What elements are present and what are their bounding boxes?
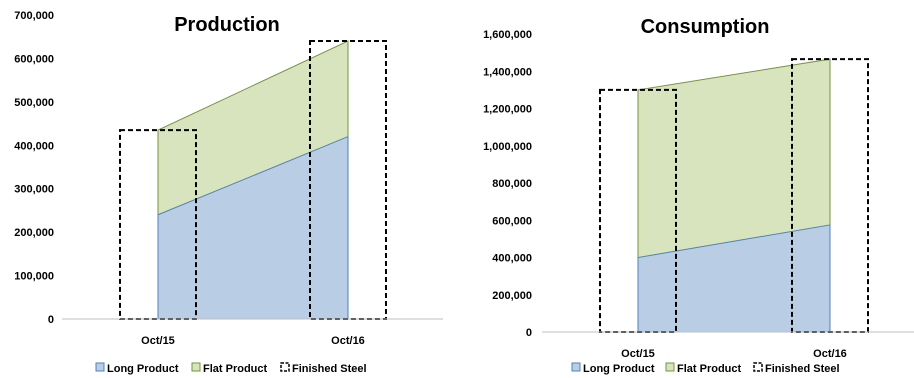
legend-label: Long Product	[583, 363, 655, 375]
y-tick-label: 700,000	[14, 10, 54, 22]
flat-product-outline	[157, 40, 349, 215]
y-tick-label: 1,200,000	[483, 104, 532, 116]
finished-steel-bar	[309, 40, 387, 321]
long-product-area	[158, 136, 348, 319]
legend-label: Flat Product	[203, 363, 268, 375]
legend-label: Finished Steel	[765, 363, 840, 375]
x-tick-label: Oct/15	[621, 348, 655, 360]
y-tick-label: 600,000	[492, 215, 532, 227]
legend-label: Flat Product	[677, 363, 742, 375]
long-product-outline	[157, 135, 349, 319]
consumption-legend: Long Product Flat Product Finished Steel	[571, 362, 840, 375]
finished-steel-bar	[119, 129, 197, 320]
y-tick-label: 100,000	[14, 271, 54, 283]
consumption-chart: Consumption 0 200,000 400,000 600,000 800,00…	[483, 16, 914, 375]
flat-product-outline	[637, 58, 831, 258]
y-tick-label: 200,000	[492, 290, 532, 302]
legend-swatch-steel	[753, 362, 763, 372]
production-chart: Production 0 100,000 200,000 300,000 400,000…	[14, 10, 443, 375]
legend-label: Long Product	[107, 363, 179, 375]
legend-swatch-long	[571, 362, 581, 372]
y-tick-label: 400,000	[14, 140, 54, 152]
x-tick-label: Oct/15	[141, 335, 175, 347]
consumption-plot: 0 200,000 400,000 600,000 800,000 1,000,000 1,…	[483, 29, 914, 360]
y-tick-label: 1,400,000	[483, 66, 532, 78]
y-tick-label: 600,000	[14, 53, 54, 65]
y-tick-label: 1,000,000	[483, 141, 532, 153]
y-tick-label: 500,000	[14, 97, 54, 109]
legend-swatch-long	[95, 362, 105, 372]
production-legend: Long Product Flat Product Finished Steel	[95, 362, 367, 375]
y-tick-label: 1,600,000	[483, 29, 532, 41]
y-tick-label: 400,000	[492, 253, 532, 265]
y-tick-label: 200,000	[14, 227, 54, 239]
production-plot: 0 100,000 200,000 300,000 400,000 500,000 600,…	[14, 10, 443, 347]
legend-label: Finished Steel	[292, 363, 367, 375]
flat-product-area	[158, 41, 348, 215]
legend-swatch-steel	[280, 362, 290, 372]
y-tick-label: 0	[48, 314, 54, 326]
y-tick-label: 300,000	[14, 184, 54, 196]
legend-swatch-flat	[665, 362, 675, 372]
production-title: Production	[174, 14, 280, 36]
consumption-title: Consumption	[641, 16, 770, 38]
x-tick-label: Oct/16	[813, 348, 847, 360]
y-tick-label: 800,000	[492, 178, 532, 190]
flat-product-area	[638, 59, 830, 258]
legend-swatch-flat	[191, 362, 201, 372]
y-tick-label: 0	[526, 327, 532, 339]
x-tick-label: Oct/16	[331, 335, 365, 347]
long-product-area	[638, 224, 830, 332]
long-product-outline	[637, 224, 831, 332]
